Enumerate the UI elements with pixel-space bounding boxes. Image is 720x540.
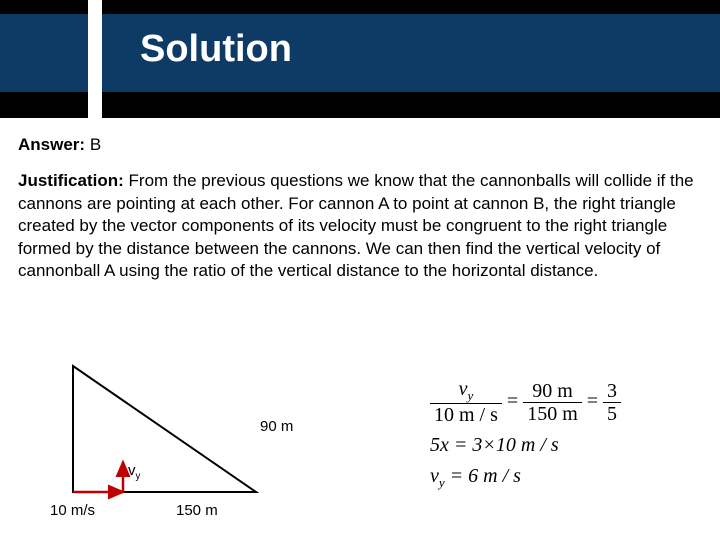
equations-block: vy 10 m / s = 90 m 150 m = 3 5 5x = 3×10… xyxy=(430,378,700,499)
eq2-text: 5x = 3×10 m / s xyxy=(430,434,559,456)
eq1-rhs2: 3 5 xyxy=(603,380,621,425)
header-bar: Solution xyxy=(0,0,720,118)
justification-label: Justification: xyxy=(18,171,124,190)
equation-2: 5x = 3×10 m / s xyxy=(430,434,700,457)
eq1-rhs1-num: 90 m xyxy=(523,380,582,402)
answer-value: B xyxy=(90,135,101,154)
eq1-vy-v: v xyxy=(459,378,468,400)
eq1-rhs2-num: 3 xyxy=(603,380,621,402)
eq1-rhs1: 90 m 150 m xyxy=(523,380,582,425)
eq1-vy-y: y xyxy=(468,388,474,403)
equation-1: vy 10 m / s = 90 m 150 m = 3 5 xyxy=(430,378,700,426)
equation-3: vy = 6 m / s xyxy=(430,465,700,491)
eq3-rhs: = 6 m / s xyxy=(450,465,521,487)
header-inner-stripe xyxy=(0,14,720,92)
header-white-column xyxy=(88,0,102,118)
triangle-shape xyxy=(73,366,256,492)
eq3-y: y xyxy=(439,475,445,490)
eq1-rhs1-den: 150 m xyxy=(523,402,582,425)
answer-line: Answer: B xyxy=(18,134,702,156)
eq1-lhs: vy 10 m / s xyxy=(430,378,502,426)
content-area: Answer: B Justification: From the previo… xyxy=(0,118,720,283)
answer-label: Answer: xyxy=(18,135,85,154)
hypotenuse-label: 90 m xyxy=(260,418,293,435)
justification-paragraph: Justification: From the previous questio… xyxy=(18,170,702,282)
eq1-rhs2-den: 5 xyxy=(603,402,621,425)
eq1-lhs-den: 10 m / s xyxy=(430,403,502,426)
vy-subscript: y xyxy=(136,471,141,482)
base-label: 150 m xyxy=(176,502,218,519)
vy-symbol: v xyxy=(128,462,136,479)
slide-title: Solution xyxy=(140,28,292,71)
triangle-diagram: 90 m vy 10 m/s 150 m xyxy=(18,362,338,532)
eq3-v: v xyxy=(430,465,439,487)
horizontal-velocity-label: 10 m/s xyxy=(50,502,95,519)
vertical-velocity-label: vy xyxy=(128,462,140,482)
